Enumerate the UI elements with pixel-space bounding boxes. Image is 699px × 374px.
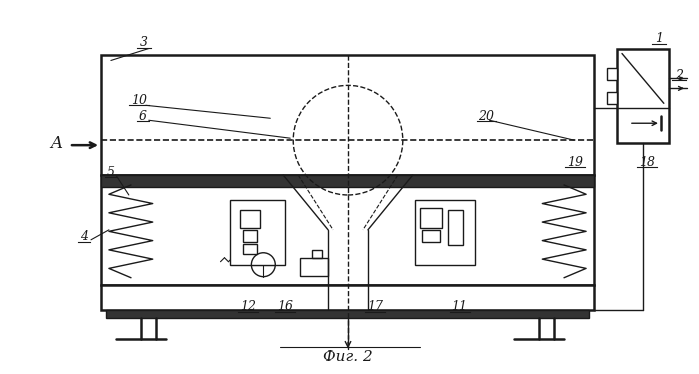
Text: 12: 12	[240, 300, 257, 313]
Text: 10: 10	[131, 94, 147, 107]
Bar	[607, 68, 617, 80]
Text: 3: 3	[140, 36, 147, 49]
Text: A: A	[50, 135, 62, 152]
Bar	[421, 230, 440, 242]
Text: 6: 6	[139, 110, 147, 123]
Bar	[106, 310, 589, 318]
Bar	[231, 200, 285, 265]
Bar	[101, 55, 594, 175]
Text: 17: 17	[367, 300, 383, 313]
Bar	[607, 92, 617, 104]
Text: 1: 1	[655, 32, 663, 45]
Text: 11: 11	[452, 300, 468, 313]
Bar	[243, 230, 257, 242]
Bar	[101, 285, 594, 310]
Bar	[312, 250, 322, 258]
Text: 4: 4	[80, 230, 88, 243]
Bar	[415, 200, 475, 265]
Bar	[419, 208, 442, 228]
Text: 20: 20	[479, 110, 494, 123]
Bar	[447, 210, 463, 245]
Bar	[101, 175, 594, 285]
Bar	[300, 258, 328, 276]
Text: 2: 2	[675, 69, 683, 82]
Text: 19: 19	[567, 156, 583, 169]
Bar	[101, 175, 594, 187]
Text: 16: 16	[278, 300, 294, 313]
Text: 18: 18	[639, 156, 655, 169]
Bar	[617, 49, 669, 143]
Bar	[240, 210, 260, 228]
Text: Фиг. 2: Фиг. 2	[323, 350, 373, 364]
Bar	[243, 244, 257, 254]
Text: 5: 5	[107, 166, 115, 178]
